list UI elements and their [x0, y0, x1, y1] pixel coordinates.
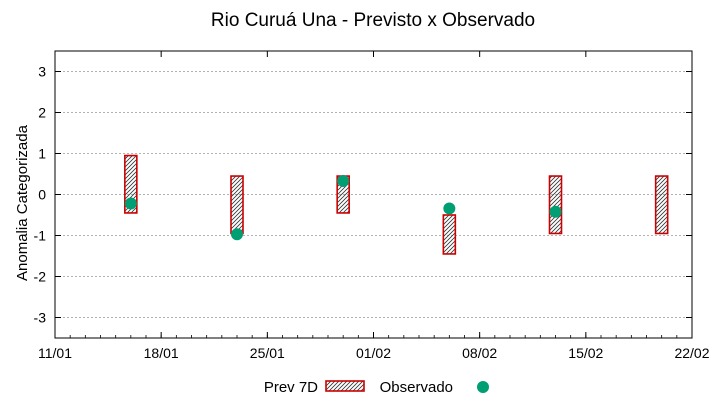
forecast-range-box: [548, 175, 563, 235]
x-tick-label: 18/01: [144, 345, 179, 361]
plot-frame: [54, 50, 693, 339]
axis-ticks: 3 2 1 0 -1 -2 -3 11/01 18/01 25/01 01/02 08/02 15/02…: [34, 51, 710, 361]
y-tick-label: 3: [38, 64, 46, 80]
x-tick-label: 15/02: [568, 345, 603, 361]
forecast-range-box: [230, 175, 244, 235]
observed-point: [124, 197, 137, 210]
x-tick-label: 25/01: [250, 345, 285, 361]
x-tick-label: 08/02: [462, 345, 497, 361]
legend-swatch-forecast: [325, 380, 365, 392]
legend-label-forecast: Prev 7D: [264, 379, 318, 396]
x-tick-label: 22/02: [674, 345, 709, 361]
y-tick-label: 2: [38, 105, 46, 121]
legend-label-observed: Observado: [380, 379, 453, 396]
y-tick-label: 0: [38, 187, 46, 203]
grid-lines: [55, 71, 692, 318]
y-tick-label: 1: [38, 146, 46, 162]
y-tick-label: -1: [34, 228, 47, 244]
x-tick-label: 01/02: [356, 345, 391, 361]
legend: Prev 7D Observado: [264, 379, 489, 396]
forecast-range-box: [654, 175, 669, 235]
observed-point: [549, 205, 562, 218]
chart-title: Rio Curuá Una - Previsto x Observado: [211, 10, 535, 31]
y-axis-label: Anomalia Categorizada: [14, 124, 31, 281]
y-tick-label: -3: [34, 310, 47, 326]
observed-point: [337, 174, 350, 187]
forecast-range-box: [442, 214, 457, 255]
x-tick-label: 11/01: [38, 345, 72, 361]
observed-point: [231, 228, 243, 241]
data-series: [124, 154, 669, 255]
observed-point: [443, 202, 456, 215]
legend-marker-observed: [477, 381, 489, 393]
y-tick-label: -2: [34, 269, 47, 285]
